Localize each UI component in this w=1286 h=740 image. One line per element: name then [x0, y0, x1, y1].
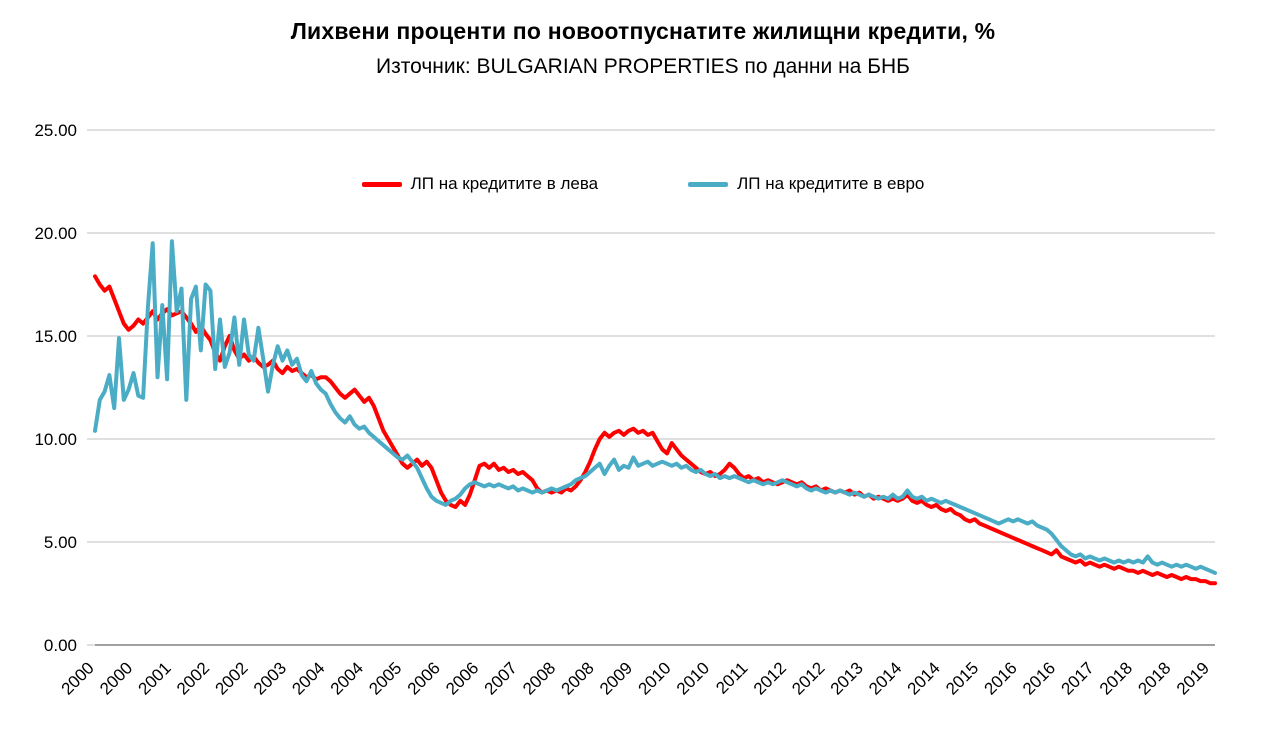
y-axis-label: 15.00 [34, 327, 77, 346]
x-axis-label: 2008 [558, 658, 598, 698]
x-axis-label: 2016 [981, 658, 1021, 698]
legend-item-evro[interactable]: ЛП на кредитите в евро [688, 174, 924, 194]
x-axis-label: 2018 [1096, 658, 1136, 698]
x-axis-label: 2008 [519, 658, 559, 698]
legend-swatch-leva-icon [361, 181, 402, 187]
x-axis-label: 2006 [404, 658, 444, 698]
chart-title: Лихвени проценти по новоотпуснатите жили… [290, 18, 996, 44]
chart-subtitle: Източник: BULGARIAN PROPERTIES по данни … [376, 55, 910, 78]
x-axis-label: 2005 [365, 658, 405, 698]
y-axis-label: 25.00 [34, 121, 77, 140]
x-axis-label: 2007 [481, 658, 521, 698]
y-axis-label: 0.00 [44, 636, 77, 655]
x-axis-label: 2000 [96, 658, 136, 698]
x-axis-label: 2014 [865, 658, 905, 698]
x-axis-label: 2004 [327, 658, 367, 698]
x-axis-label: 2010 [634, 658, 674, 698]
x-axis-label: 2011 [712, 658, 751, 697]
y-axis-label: 20.00 [34, 224, 77, 243]
x-axis-label: 2012 [788, 658, 828, 698]
x-axis-label: 2001 [135, 658, 175, 698]
x-axis-label: 2009 [596, 658, 636, 698]
x-axis-label: 2013 [827, 658, 867, 698]
series-line-1[interactable] [93, 239, 1217, 575]
x-axis-label: 2014 [904, 658, 944, 698]
legend: ЛП на кредитите в лева ЛП на кредитите в… [0, 174, 1286, 194]
legend-swatch-evro-icon [688, 181, 729, 187]
x-axis-label: 2012 [750, 658, 790, 698]
x-axis-label: 2018 [1134, 658, 1174, 698]
x-axis-label: 2015 [942, 658, 982, 698]
x-axis-label: 2003 [250, 658, 290, 698]
x-axis-label: 2006 [442, 658, 482, 698]
x-axis-label: 2002 [211, 658, 251, 698]
series-line-0[interactable] [93, 274, 1217, 586]
x-axis-label: 2016 [1019, 658, 1059, 698]
legend-item-leva[interactable]: ЛП на кредитите в лева [361, 174, 599, 194]
x-axis-label: 2017 [1057, 658, 1097, 698]
y-axis-label: 10.00 [34, 430, 77, 449]
x-axis-label: 2010 [673, 658, 713, 698]
legend-label-evro: ЛП на кредитите в евро [737, 174, 925, 193]
x-axis-label: 2000 [58, 658, 98, 698]
y-axis-label: 5.00 [44, 533, 77, 552]
x-axis-label: 2004 [288, 658, 328, 698]
x-axis-label: 2019 [1173, 658, 1213, 698]
legend-label-leva: ЛП на кредитите в лева [410, 174, 599, 193]
x-axis-label: 2002 [173, 658, 213, 698]
